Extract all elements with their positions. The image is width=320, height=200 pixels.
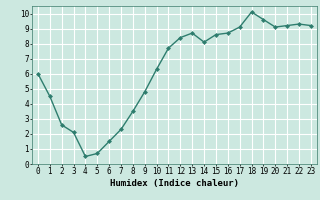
X-axis label: Humidex (Indice chaleur): Humidex (Indice chaleur) [110,179,239,188]
